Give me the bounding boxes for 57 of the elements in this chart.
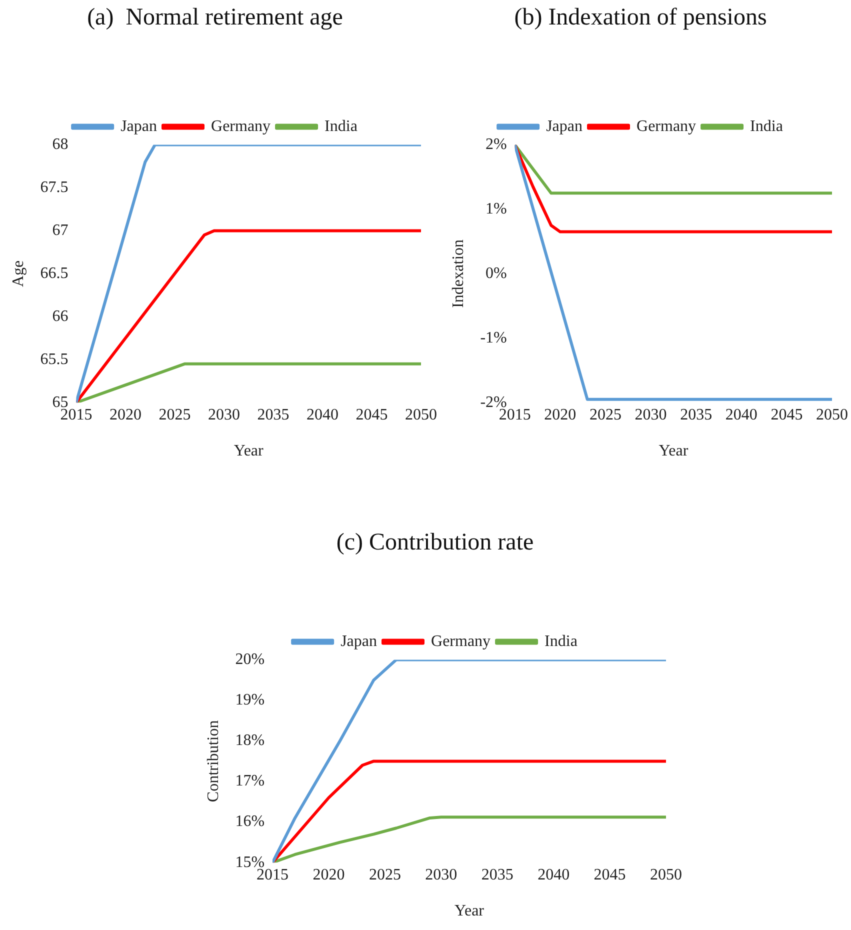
x-tick-label: 2020 — [544, 406, 576, 424]
x-tick-label: 2045 — [356, 406, 388, 424]
x-tick-label: 2015 — [256, 866, 289, 884]
legend-label: India — [324, 118, 358, 136]
y-tick-label: 20% — [235, 651, 265, 668]
y-tick-label: 18% — [235, 732, 265, 750]
x-tick-label: 2040 — [538, 866, 570, 884]
x-tick-label: 2025 — [368, 866, 401, 884]
legend-label: India — [544, 633, 578, 650]
x-tick-label: 2035 — [481, 866, 514, 884]
y-tick-label: -1% — [480, 329, 507, 346]
x-tick-label: 2050 — [650, 866, 682, 884]
legend-label: Germany — [636, 118, 696, 136]
y-tick-label: 66.5 — [40, 264, 68, 282]
y-tick-label: 0% — [486, 264, 507, 282]
legend-label: Germany — [431, 633, 491, 650]
x-tick-label: 2030 — [634, 406, 667, 424]
legend-label: Japan — [340, 633, 378, 650]
y-tick-label: 67 — [52, 222, 68, 239]
x-tick-label: 2025 — [589, 406, 622, 424]
x-tick-label: 2020 — [109, 406, 142, 424]
chart-title: (c) Contribution rate — [336, 530, 534, 556]
x-tick-label: 2040 — [725, 406, 758, 424]
x-tick-label: 2020 — [312, 866, 345, 884]
y-tick-label: 66 — [52, 308, 68, 325]
x-tick-label: 2030 — [208, 406, 240, 424]
x-tick-label: 2015 — [60, 406, 92, 424]
x-tick-label: 2035 — [257, 406, 290, 424]
y-tick-label: 19% — [235, 692, 265, 709]
x-tick-label: 2050 — [816, 406, 848, 424]
x-axis-title: Year — [234, 442, 264, 460]
chart-title: (b) Indexation of pensions — [514, 4, 767, 31]
y-tick-label: 67.5 — [40, 178, 68, 196]
y-axis-title: Age — [10, 260, 27, 288]
y-tick-label: 17% — [235, 772, 265, 790]
legend-label: Japan — [546, 118, 583, 136]
y-axis-title: Contribution — [204, 720, 222, 802]
y-tick-label: 65.5 — [40, 350, 68, 368]
legend-label: India — [750, 118, 783, 136]
y-tick-label: 16% — [235, 813, 265, 830]
y-tick-label: 68 — [52, 136, 68, 154]
x-tick-label: 2025 — [158, 406, 191, 424]
chart-title: (a) Normal retirement age — [87, 4, 343, 31]
legend-label: Germany — [211, 118, 271, 136]
x-tick-label: 2045 — [594, 866, 626, 884]
x-tick-label: 2050 — [405, 406, 437, 424]
x-tick-label: 2035 — [680, 406, 712, 424]
x-tick-label: 2045 — [770, 406, 803, 424]
x-tick-label: 2030 — [425, 866, 458, 884]
x-axis-title: Year — [454, 902, 485, 920]
x-tick-label: 2040 — [306, 406, 338, 424]
x-axis-title: Year — [658, 442, 689, 460]
y-tick-label: 1% — [486, 200, 507, 218]
x-tick-label: 2015 — [498, 406, 531, 424]
y-tick-label: 2% — [486, 136, 507, 154]
legend-label: Japan — [120, 118, 158, 136]
y-axis-title: Indexation — [450, 239, 467, 308]
